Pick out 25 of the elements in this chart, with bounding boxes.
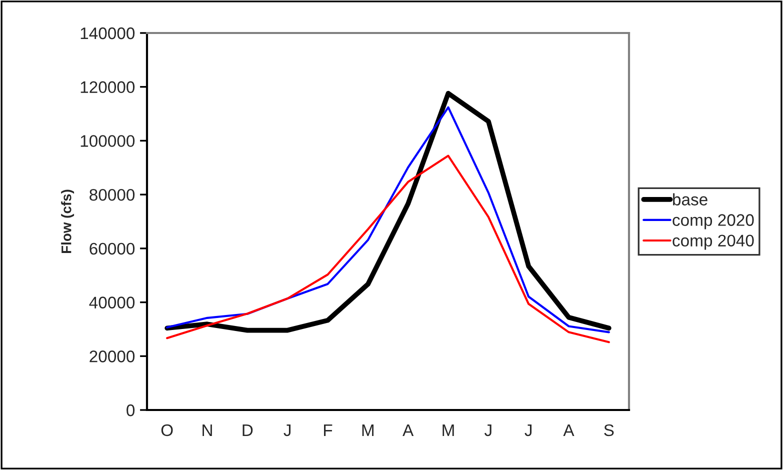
x-tick-label: F — [324, 424, 332, 436]
x-tick-label: A — [402, 424, 414, 436]
x-tick-label: S — [604, 424, 614, 436]
x-tick-label: M — [442, 424, 454, 436]
x-tick-label: M — [362, 424, 374, 436]
legend-label: comp 2020 — [672, 214, 754, 230]
line-series — [166, 154, 610, 344]
x-tick-label: J — [484, 424, 492, 436]
y-tick-label: 80000 — [90, 188, 135, 201]
x-tick-label: N — [202, 424, 212, 436]
x-tick-label: D — [242, 424, 253, 436]
y-tick-label: 120000 — [80, 81, 135, 94]
y-tick-label: 20000 — [90, 350, 135, 362]
x-tick-label: A — [563, 424, 574, 436]
x-tick-label: J — [524, 424, 532, 436]
x-tick-label: J — [284, 424, 291, 436]
legend-label: comp 2040 — [672, 234, 754, 250]
y-tick-label: 140000 — [80, 27, 135, 40]
legend-label: base — [673, 193, 708, 206]
y-tick-label: 0 — [126, 404, 135, 416]
y-tick-label: 100000 — [80, 135, 135, 147]
y-axis-title: Flow (cfs) — [61, 190, 74, 253]
x-tick-label: O — [161, 424, 173, 436]
y-tick-label: 60000 — [90, 242, 135, 255]
y-tick-label: 40000 — [89, 296, 135, 308]
